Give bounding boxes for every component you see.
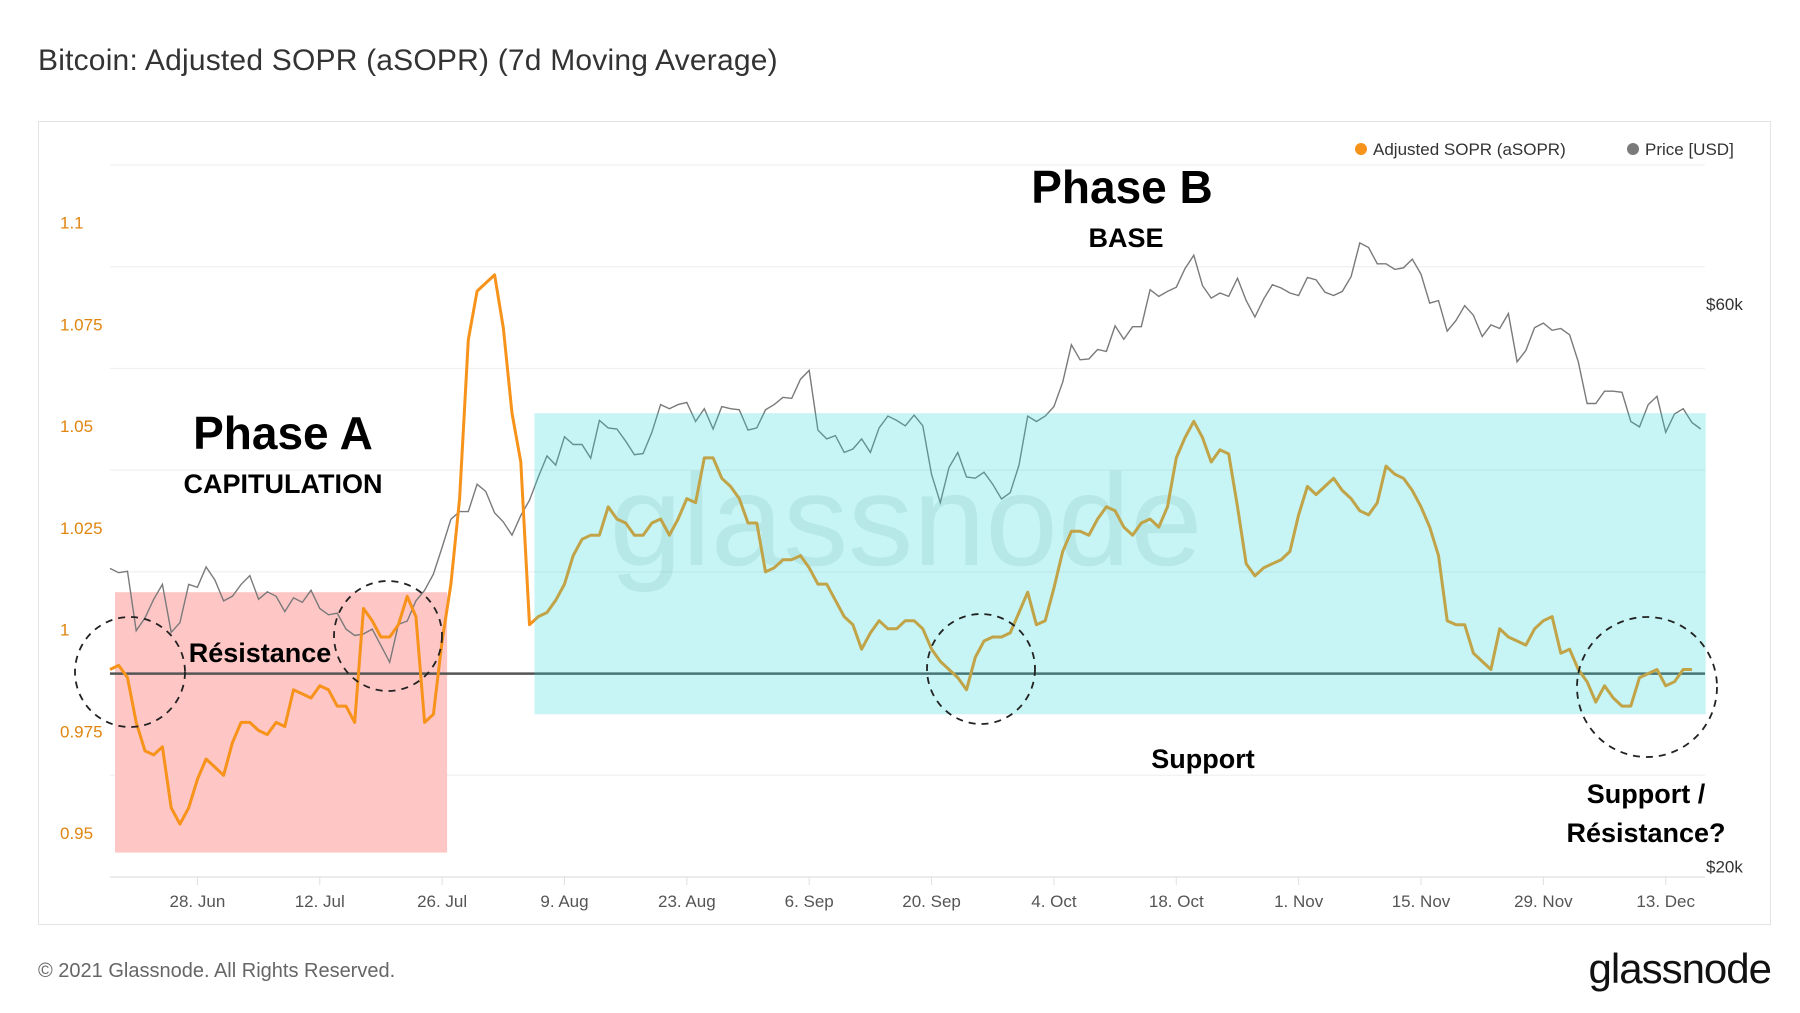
y-tick-label: 0.95 [60, 824, 93, 843]
asopr-series-line [109, 273, 1692, 826]
legend-price-marker [1627, 143, 1639, 155]
circle-annotation [333, 580, 443, 692]
support-resistance-label-line1: Support / [1587, 779, 1706, 809]
watermark-logo: glassnode [610, 447, 1203, 593]
copyright-text: © 2021 Glassnode. All Rights Reserved. [38, 960, 396, 982]
support-resistance-label-line2: Résistance? [1566, 818, 1725, 848]
chart-frame [38, 121, 1771, 925]
y-right-tick-label: $60k [1706, 295, 1743, 314]
x-tick-label: 4. Oct [1031, 892, 1077, 911]
y-tick-label: 1.025 [60, 519, 103, 538]
x-tick-label: 9. Aug [540, 892, 588, 911]
phase-a-sublabel: CAPITULATION [184, 469, 383, 499]
circle-annotation [74, 616, 186, 728]
circle-annotation [926, 613, 1036, 725]
support-label: Support [1151, 744, 1254, 774]
x-tick-label: 23. Aug [658, 892, 716, 911]
y-tick-label: 1.1 [60, 214, 84, 233]
price-series-line [109, 241, 1702, 665]
y-tick-label: 1 [60, 621, 69, 640]
x-tick-label: 20. Sep [902, 892, 961, 911]
legend-asopr-marker [1355, 143, 1367, 155]
x-tick-label: 12. Jul [295, 892, 345, 911]
phase-a-label: Phase A [193, 407, 373, 459]
x-tick-label: 1. Nov [1274, 892, 1324, 911]
y-axis-right-labels: $60k $20k [1706, 295, 1743, 876]
base-zone [534, 413, 1706, 715]
phase-b-label: Phase B [1031, 161, 1213, 213]
resistance-label: Résistance [189, 638, 332, 668]
x-tick-label: 6. Sep [785, 892, 834, 911]
x-axis-labels: 28. Jun 12. Jul 26. Jul 9. Aug 23. Aug 6. Sep… [170, 892, 1696, 911]
x-tick-label: 29. Nov [1514, 892, 1573, 911]
x-tick-label: 18. Oct [1149, 892, 1204, 911]
y-tick-label: 0.975 [60, 722, 103, 741]
y-tick-label: 1.05 [60, 417, 93, 436]
x-tick-label: 13. Dec [1636, 892, 1695, 911]
legend-asopr-label[interactable]: Adjusted SOPR (aSOPR) [1373, 140, 1566, 159]
phase-b-sublabel: BASE [1088, 223, 1163, 253]
chart-title: Bitcoin: Adjusted SOPR (aSOPR) (7d Movin… [38, 44, 778, 77]
glassnode-logo: glassnode [1588, 945, 1772, 992]
legend: Adjusted SOPR (aSOPR) Price [USD] [1355, 140, 1734, 159]
x-tick-label: 26. Jul [417, 892, 467, 911]
circle-annotation [1576, 616, 1718, 758]
x-tick-label: 28. Jun [170, 892, 226, 911]
y-axis-left-labels: 1.1 1.075 1.05 1.025 1 0.975 0.95 [60, 214, 103, 843]
y-tick-label: 1.075 [60, 315, 103, 334]
legend-price-label[interactable]: Price [USD] [1645, 140, 1734, 159]
x-tick-label: 15. Nov [1392, 892, 1451, 911]
y-right-tick-label: $20k [1706, 857, 1743, 876]
